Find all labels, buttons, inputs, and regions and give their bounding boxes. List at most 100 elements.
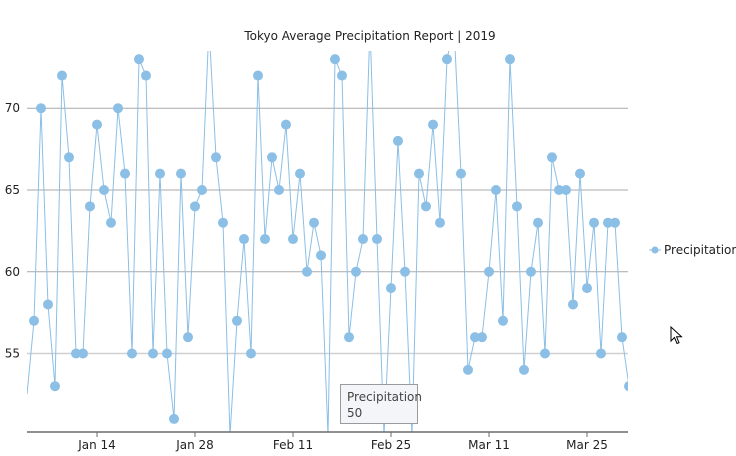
data-point[interactable] bbox=[512, 201, 522, 212]
data-point[interactable] bbox=[484, 266, 494, 277]
data-point[interactable] bbox=[610, 217, 620, 228]
legend-marker-icon bbox=[651, 246, 659, 254]
data-point[interactable] bbox=[561, 184, 571, 195]
data-point[interactable] bbox=[624, 381, 634, 392]
data-point[interactable] bbox=[155, 168, 165, 179]
data-point[interactable] bbox=[477, 332, 487, 343]
data-point[interactable] bbox=[260, 234, 270, 245]
data-point[interactable] bbox=[393, 135, 403, 146]
x-axis: Jan 14 Jan 28 Feb 11 Feb 25 Mar 11 Mar 25 bbox=[77, 432, 608, 452]
tooltip-series: Precipitation bbox=[347, 390, 423, 404]
data-point[interactable] bbox=[505, 54, 515, 65]
data-point[interactable] bbox=[36, 103, 46, 114]
data-point[interactable] bbox=[183, 332, 193, 343]
data-point[interactable] bbox=[99, 184, 109, 195]
y-tick-label: 55 bbox=[5, 347, 20, 361]
x-tick-label: Mar 11 bbox=[468, 438, 510, 452]
data-point[interactable] bbox=[575, 168, 585, 179]
data-point[interactable] bbox=[316, 250, 326, 261]
data-point[interactable] bbox=[190, 201, 200, 212]
data-point[interactable] bbox=[120, 168, 130, 179]
data-point[interactable] bbox=[71, 348, 81, 359]
data-point[interactable] bbox=[211, 152, 221, 163]
x-tick-label: Feb 11 bbox=[273, 438, 313, 452]
data-point[interactable] bbox=[148, 348, 158, 359]
y-tick-label: 70 bbox=[5, 101, 20, 115]
legend-label: Precipitation bbox=[664, 243, 736, 257]
data-point[interactable] bbox=[533, 217, 543, 228]
data-point[interactable] bbox=[414, 168, 424, 179]
data-point[interactable] bbox=[295, 168, 305, 179]
data-point[interactable] bbox=[64, 152, 74, 163]
tooltip: Precipitation 50 bbox=[340, 384, 423, 424]
data-point[interactable] bbox=[547, 152, 557, 163]
data-point[interactable] bbox=[267, 152, 277, 163]
data-point[interactable] bbox=[386, 283, 396, 294]
data-point[interactable] bbox=[519, 364, 529, 375]
data-point[interactable] bbox=[400, 266, 410, 277]
data-point[interactable] bbox=[141, 70, 151, 81]
data-point[interactable] bbox=[498, 315, 508, 326]
data-point[interactable] bbox=[134, 54, 144, 65]
data-point[interactable] bbox=[351, 266, 361, 277]
data-point[interactable] bbox=[302, 266, 312, 277]
data-point[interactable] bbox=[253, 70, 263, 81]
data-point[interactable] bbox=[57, 70, 67, 81]
data-point[interactable] bbox=[428, 119, 438, 130]
data-point[interactable] bbox=[330, 54, 340, 65]
data-point[interactable] bbox=[288, 234, 298, 245]
data-point[interactable] bbox=[239, 234, 249, 245]
data-point[interactable] bbox=[176, 168, 186, 179]
legend[interactable]: Precipitation bbox=[649, 243, 736, 257]
data-point[interactable] bbox=[78, 348, 88, 359]
data-point[interactable] bbox=[50, 381, 60, 392]
data-point[interactable] bbox=[232, 315, 242, 326]
data-point[interactable] bbox=[540, 348, 550, 359]
data-point[interactable] bbox=[470, 332, 480, 343]
data-point[interactable] bbox=[337, 70, 347, 81]
y-axis: 55 60 65 70 bbox=[5, 101, 20, 360]
series-line-precipitation bbox=[27, 51, 628, 432]
data-point[interactable] bbox=[617, 332, 627, 343]
x-tick-label: Jan 28 bbox=[175, 438, 214, 452]
x-tick-label: Mar 25 bbox=[566, 438, 608, 452]
data-point[interactable] bbox=[218, 217, 228, 228]
mouse-cursor-icon bbox=[670, 326, 683, 345]
data-point[interactable] bbox=[113, 103, 123, 114]
data-point[interactable] bbox=[309, 217, 319, 228]
data-point[interactable] bbox=[596, 348, 606, 359]
data-point[interactable] bbox=[344, 332, 354, 343]
data-point[interactable] bbox=[29, 315, 39, 326]
data-point[interactable] bbox=[603, 217, 613, 228]
data-point[interactable] bbox=[281, 119, 291, 130]
data-point[interactable] bbox=[456, 168, 466, 179]
gridlines bbox=[27, 107, 628, 355]
data-point[interactable] bbox=[274, 184, 284, 195]
data-point[interactable] bbox=[127, 348, 137, 359]
data-point[interactable] bbox=[197, 184, 207, 195]
x-tick-label: Jan 14 bbox=[77, 438, 116, 452]
data-point[interactable] bbox=[442, 54, 452, 65]
data-point[interactable] bbox=[358, 234, 368, 245]
data-point[interactable] bbox=[526, 266, 536, 277]
data-point[interactable] bbox=[463, 364, 473, 375]
data-point[interactable] bbox=[43, 299, 53, 310]
data-point[interactable] bbox=[85, 201, 95, 212]
data-point[interactable] bbox=[106, 217, 116, 228]
data-point[interactable] bbox=[589, 217, 599, 228]
x-tick-label: Feb 25 bbox=[371, 438, 411, 452]
data-point[interactable] bbox=[169, 413, 179, 424]
data-point[interactable] bbox=[372, 234, 382, 245]
data-point[interactable] bbox=[582, 283, 592, 294]
data-point[interactable] bbox=[568, 299, 578, 310]
data-point[interactable] bbox=[554, 184, 564, 195]
data-point[interactable] bbox=[246, 348, 256, 359]
data-point[interactable] bbox=[421, 201, 431, 212]
series-markers bbox=[29, 54, 634, 424]
y-tick-label: 65 bbox=[5, 183, 20, 197]
data-point[interactable] bbox=[491, 184, 501, 195]
data-point[interactable] bbox=[162, 348, 172, 359]
data-point[interactable] bbox=[92, 119, 102, 130]
data-point[interactable] bbox=[435, 217, 445, 228]
